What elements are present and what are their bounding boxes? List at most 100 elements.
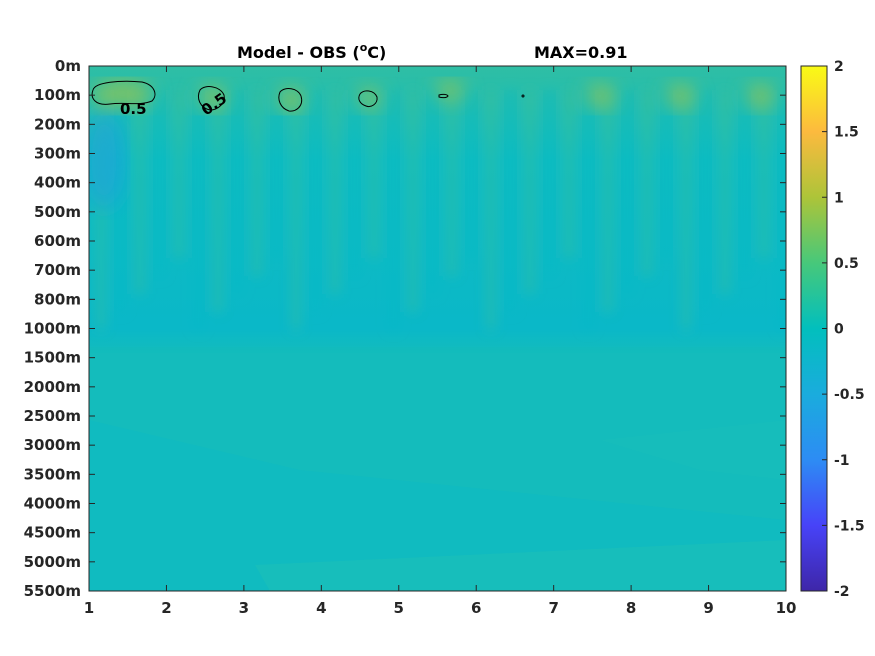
y-tick-label: 3000m — [24, 436, 81, 454]
field-streak — [584, 90, 593, 330]
y-tick-label: 400m — [34, 174, 81, 192]
colorbar-ticks: 2 1.5 1 0.5 0 -0.5 -1 -1.5 -2 — [822, 59, 865, 600]
field-streak — [662, 90, 671, 258]
x-tick-label: 7 — [548, 599, 558, 617]
field-streak — [350, 90, 359, 276]
contour-4 — [358, 90, 378, 107]
contour-1 — [91, 80, 156, 105]
y-tick-label: 500m — [34, 203, 81, 221]
y-tick-label: 5000m — [24, 553, 81, 571]
x-tick-label: 1 — [84, 599, 94, 617]
heatmap-field — [89, 66, 786, 591]
field-streak — [760, 90, 768, 258]
x-tick-label: 4 — [316, 599, 326, 617]
y-tick-label: 200m — [34, 115, 81, 133]
warm-anomaly — [746, 84, 774, 108]
chart-title: Model - OBS (oC) — [237, 41, 386, 62]
warm-anomaly — [436, 80, 464, 100]
contour-6 — [521, 94, 525, 98]
x-tick-label: 6 — [471, 599, 481, 617]
field-streak — [526, 90, 534, 294]
y-tick-label: 700m — [34, 261, 81, 279]
field-streak — [311, 90, 320, 312]
field-streak — [721, 90, 729, 294]
warm-anomaly — [198, 86, 226, 110]
field-streak — [643, 90, 651, 276]
contour-label-1: 0.5 — [120, 100, 147, 118]
warm-anomaly — [586, 84, 614, 108]
x-tick-label: 3 — [239, 599, 249, 617]
max-annotation: MAX=0.91 — [534, 43, 628, 62]
warm-anomaly — [276, 88, 304, 112]
y-tick-label: 3500m — [24, 465, 81, 483]
field-streak — [545, 90, 554, 276]
y-tick-label: 1000m — [24, 320, 81, 338]
y-axis: 0m 100m 200m 300m 400m 500m 600m 700m 800m 1000m 1… — [24, 57, 786, 600]
y-tick-label: 4500m — [24, 524, 81, 542]
y-tick-label: 1500m — [24, 349, 81, 367]
colorbar-tick-label: -1.5 — [834, 518, 865, 534]
field-streak — [116, 90, 125, 312]
x-tick-label: 9 — [703, 599, 713, 617]
field-streak — [253, 90, 261, 276]
x-tick-label: 10 — [776, 599, 797, 617]
contour-3 — [278, 88, 303, 112]
colorbar-tick-label: -0.5 — [834, 387, 865, 403]
y-tick-label: 4000m — [24, 495, 81, 513]
title-main: Model - OBS ( — [237, 43, 360, 62]
field-streak — [506, 90, 515, 312]
colorbar-tick-label: -2 — [834, 584, 850, 600]
field-streak — [136, 90, 144, 294]
field-streak — [409, 90, 417, 312]
colorbar-tick-label: 0.5 — [834, 256, 859, 272]
field-streak — [682, 90, 690, 330]
warm-anomaly — [92, 80, 152, 108]
colorbar-tick-label: 1 — [834, 190, 844, 206]
field-streak — [233, 90, 242, 294]
field-streak — [779, 90, 786, 330]
y-tick-label: 300m — [34, 145, 81, 163]
warm-anomaly — [666, 84, 694, 108]
field-streak — [272, 90, 281, 258]
y-tick-label: 800m — [34, 290, 81, 308]
colorbar-tick-label: 2 — [834, 59, 844, 75]
y-tick-label: 2500m — [24, 407, 81, 425]
field-streak — [155, 90, 164, 276]
field-streak — [701, 90, 710, 312]
x-tick-label: 5 — [394, 599, 404, 617]
field-streak — [97, 90, 105, 330]
x-axis: 1 2 3 4 5 6 7 8 9 10 — [84, 66, 797, 617]
field-streak — [331, 90, 339, 294]
field-streak — [292, 90, 300, 330]
colorbar: 2 1.5 1 0.5 0 -0.5 -1 -1.5 -2 — [800, 59, 865, 600]
y-tick-label: 0m — [55, 57, 81, 75]
field-streak — [370, 90, 378, 258]
field-streak — [194, 90, 203, 330]
colorbar-tick-label: 0 — [834, 322, 844, 338]
title-tail: C) — [367, 43, 386, 62]
colorbar-tick-label: -1 — [834, 453, 850, 469]
y-tick-label: 5500m — [24, 582, 81, 600]
field-streak — [428, 90, 437, 294]
field-streak — [565, 90, 573, 258]
field-streak — [389, 90, 398, 330]
field-streak — [214, 90, 222, 312]
field-streak — [623, 90, 632, 294]
contour-5 — [438, 93, 449, 99]
y-tick-label: 600m — [34, 232, 81, 250]
field-streak — [740, 90, 749, 276]
field-streak — [448, 90, 456, 276]
y-tick-label: 100m — [34, 86, 81, 104]
field-streak — [467, 90, 476, 258]
x-tick-label: 2 — [161, 599, 171, 617]
field-streak — [175, 90, 183, 258]
title-sup: o — [360, 41, 368, 54]
contour-lines — [91, 80, 525, 112]
x-tick-label: 8 — [626, 599, 636, 617]
contour-2 — [197, 86, 225, 111]
y-tick-label: 2000m — [24, 378, 81, 396]
colorbar-tick-label: 1.5 — [834, 125, 859, 141]
field-streak — [487, 90, 495, 330]
field-streak — [604, 90, 612, 312]
